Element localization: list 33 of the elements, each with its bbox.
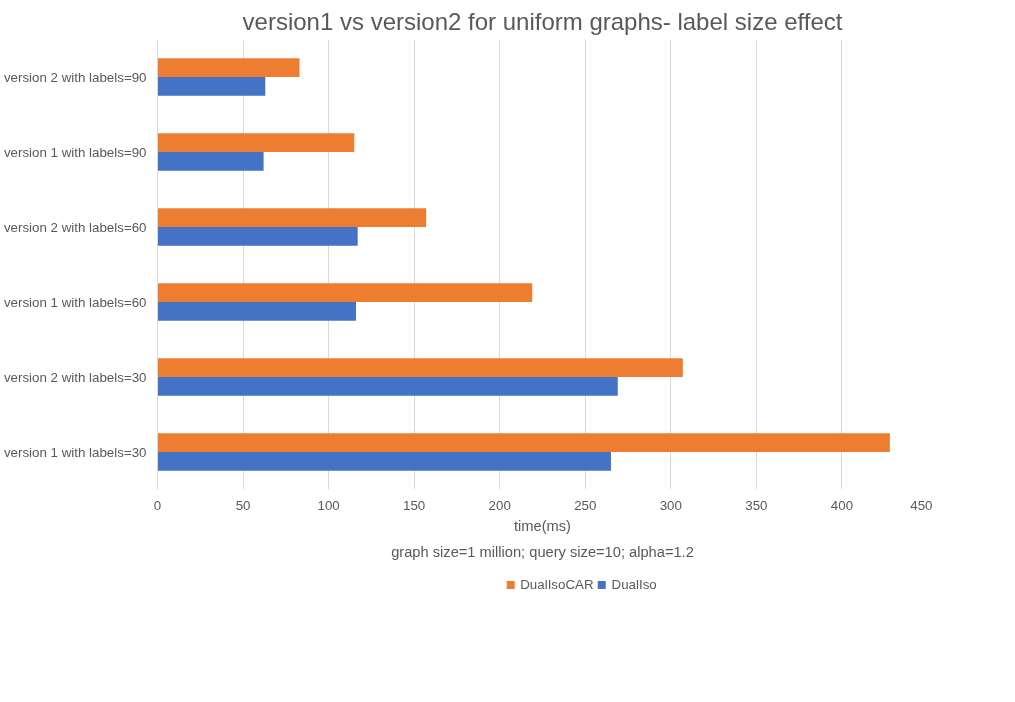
bar [157,58,300,77]
x-axis-title: time(ms) [514,517,572,534]
bar [157,133,355,152]
y-tick-label: version 1 with labels=60 [3,294,147,310]
text: graph size=1 million; query size=10; alpha=1.2 [391,543,694,560]
x-tick-label: 0 [153,497,162,513]
x-tick-label: 300 [659,497,682,513]
bar [157,283,533,302]
y-tick-label: version 1 with labels=90 [3,144,147,160]
bar [157,77,266,96]
x-tick-label: 450 [910,497,933,513]
y-tick-label: version 2 with labels=30 [3,369,147,385]
x-tick-label: 150 [403,497,426,513]
x-tick-label: 250 [574,497,597,513]
bar [157,452,611,471]
bar [157,227,358,246]
y-tick-label: version 2 with labels=90 [3,69,147,85]
bar [157,433,890,452]
bar [157,302,356,321]
legend-label: DualIso [611,576,657,592]
x-tick-label: 100 [317,497,340,513]
bar [157,208,427,227]
y-tick-label: version 1 with labels=30 [3,444,147,460]
x-tick-label: 200 [488,497,511,513]
x-tick-label: 50 [235,497,251,513]
bar [157,377,618,396]
y-tick-label: version 2 with labels=60 [3,219,147,235]
bar [157,358,683,377]
bar [157,152,264,171]
x-tick-label: 400 [830,497,854,513]
chart-title: version1 vs version2 for uniform graphs- label size effect [242,7,843,35]
x-tick-label: 350 [745,497,768,513]
legend-label: DualIsoCAR [520,576,594,592]
